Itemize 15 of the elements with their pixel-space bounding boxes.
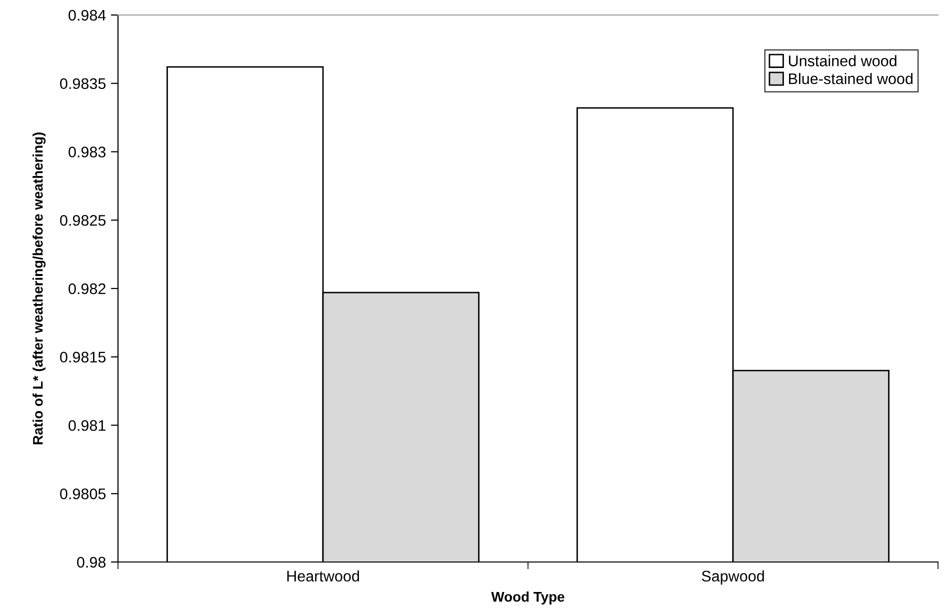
- y-tick-label: 0.98: [77, 556, 106, 568]
- x-tick-label: Sapwood: [702, 570, 764, 585]
- y-tick-label: 0.981: [68, 420, 106, 431]
- y-tick-label: 0.983: [68, 146, 106, 158]
- legend-label: Blue-stained wood: [789, 72, 912, 84]
- y-tick-label: 0.982: [68, 283, 106, 294]
- y-tick-label: 0.9805: [60, 488, 106, 500]
- y-tick-label: 0.9815: [60, 352, 106, 363]
- y-tick-label: 0.9825: [60, 214, 106, 226]
- y-tick-label: 0.984: [68, 10, 106, 21]
- x-tick-label: Heartwood: [287, 570, 359, 582]
- y-tick-label: 0.9835: [60, 78, 106, 90]
- legend-label: Unstained wood: [788, 55, 896, 66]
- x-axis-title: Wood Type: [491, 592, 564, 604]
- y-axis-title: Ratio of L* (after weathering/before weathering): [32, 132, 46, 444]
